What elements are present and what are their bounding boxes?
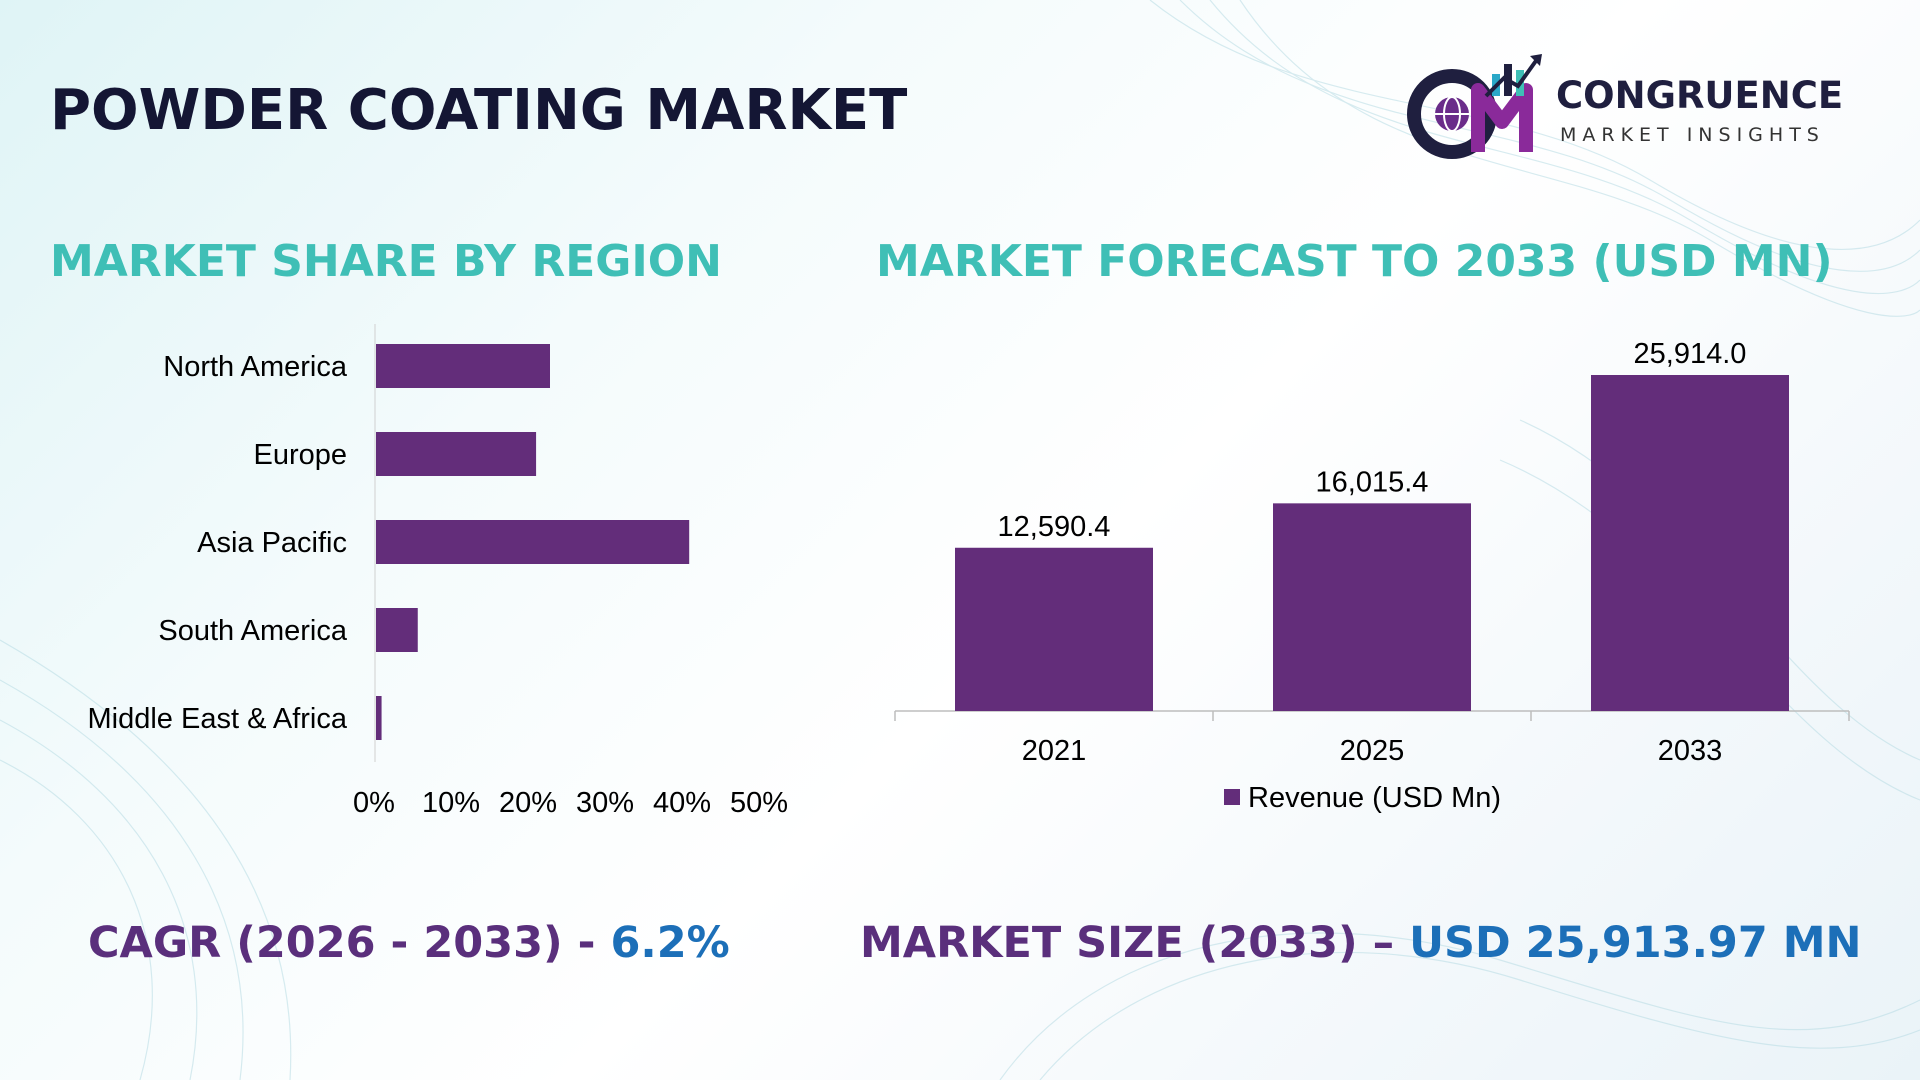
x-tick-label: 20% bbox=[499, 787, 557, 819]
company-logo: CONGRUENCE MARKET INSIGHTS bbox=[1400, 52, 1870, 162]
x-tick-label: 30% bbox=[576, 787, 634, 819]
bar-asia-pacific bbox=[376, 520, 690, 564]
data-label: 16,015.4 bbox=[1316, 466, 1429, 498]
bar-europe bbox=[376, 432, 537, 476]
bar-south-america bbox=[376, 608, 418, 652]
cm-globe-chart-logo-icon bbox=[1407, 54, 1542, 159]
x-tick-label: 0% bbox=[353, 787, 395, 819]
forecast-title: MARKET FORECAST TO 2033 (USD MN) bbox=[876, 236, 1833, 287]
page-title: POWDER COATING MARKET bbox=[50, 78, 908, 143]
category-label: Asia Pacific bbox=[197, 527, 347, 559]
category-label: Middle East & Africa bbox=[88, 703, 348, 735]
category-label: 2033 bbox=[1658, 735, 1723, 767]
forecast-chart: 12,590.4 2021 16,015.4 2025 25,914.0 2033 Reve… bbox=[894, 338, 1850, 814]
legend-swatch bbox=[1224, 789, 1240, 805]
bar-middle-east-africa bbox=[376, 696, 382, 740]
bar-2021 bbox=[955, 547, 1153, 711]
cagr-statement: CAGR (2026 - 2033) - 6.2% bbox=[88, 918, 730, 968]
bar-2033 bbox=[1591, 375, 1789, 711]
region-share-title: MARKET SHARE BY REGION bbox=[50, 236, 722, 287]
x-tick-label: 50% bbox=[730, 787, 788, 819]
category-label: 2021 bbox=[1022, 735, 1087, 767]
market-size-statement: MARKET SIZE (2033) – USD 25,913.97 MN bbox=[860, 918, 1862, 968]
category-label: Europe bbox=[253, 439, 347, 471]
logo-name: CONGRUENCE bbox=[1556, 74, 1844, 117]
market-size-value: USD 25,913.97 MN bbox=[1409, 918, 1862, 968]
x-tick-label: 40% bbox=[653, 787, 711, 819]
bar-2025 bbox=[1273, 503, 1471, 711]
bar-north-america bbox=[376, 344, 550, 388]
legend-label: Revenue (USD Mn) bbox=[1248, 782, 1501, 814]
category-label: South America bbox=[158, 615, 347, 647]
data-label: 12,590.4 bbox=[998, 511, 1111, 543]
x-tick-label: 10% bbox=[422, 787, 480, 819]
cagr-value: 6.2% bbox=[610, 918, 730, 968]
data-label: 25,914.0 bbox=[1634, 338, 1747, 370]
cagr-label: CAGR (2026 - 2033) - bbox=[88, 918, 611, 968]
region-share-chart: North America Europe Asia Pacific South Ame… bbox=[88, 324, 788, 819]
logo-tagline: MARKET INSIGHTS bbox=[1560, 124, 1825, 146]
category-label: 2025 bbox=[1340, 735, 1405, 767]
market-size-label: MARKET SIZE (2033) – bbox=[860, 918, 1410, 968]
category-label: North America bbox=[163, 351, 348, 383]
